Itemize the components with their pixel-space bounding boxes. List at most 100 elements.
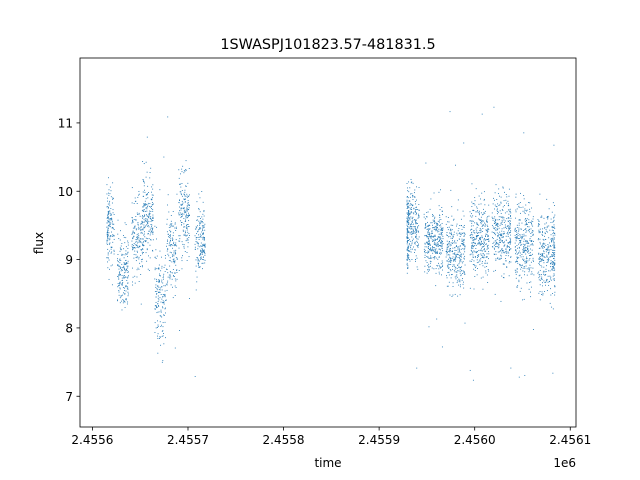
data-point [186,225,187,226]
data-point [413,246,414,248]
data-point [484,250,486,252]
data-point [154,305,156,307]
data-point [411,233,413,235]
data-point [553,224,555,226]
data-point [463,257,465,259]
data-point [154,267,156,269]
data-point [202,262,204,264]
data-point [507,236,509,237]
data-point [499,195,500,197]
data-point [478,234,479,236]
data-point [503,263,505,265]
data-point [146,193,148,195]
data-point [148,231,150,232]
data-point [433,227,435,228]
data-point [406,233,408,235]
data-point [503,263,505,265]
data-point [457,254,459,255]
data-point [450,230,452,232]
data-point [442,228,444,230]
data-point [504,244,506,246]
data-point [505,226,507,228]
data-point [554,252,556,254]
data-point [520,207,522,208]
data-point [119,297,121,299]
data-point [406,248,408,250]
data-point [118,285,120,287]
data-point [522,299,524,301]
data-point [501,275,503,277]
data-point [156,306,158,308]
data-point [448,242,450,244]
data-point [166,239,168,241]
data-point [140,226,142,228]
data-point [141,223,143,225]
data-point [148,216,150,218]
data-point [514,227,516,229]
data-point [533,240,534,242]
data-point [538,229,540,231]
data-point [508,262,510,264]
data-point [168,211,170,213]
data-point [179,183,180,185]
data-point [158,305,160,307]
data-point [158,289,160,290]
data-point [550,237,552,239]
data-point [156,293,158,294]
data-point [426,235,428,237]
data-point [543,245,545,247]
data-point [515,236,517,238]
data-point [552,266,554,268]
data-point [457,295,459,297]
data-point [107,217,109,219]
data-point [499,237,501,238]
data-point [406,196,408,198]
data-point [480,243,482,245]
data-point [136,247,138,248]
data-point [522,206,524,208]
data-point [183,193,185,195]
data-point [520,256,522,258]
data-point [201,216,203,218]
data-point [138,258,140,260]
data-point [517,235,519,237]
data-point [204,243,206,245]
data-point [510,215,512,216]
data-point [438,219,440,221]
data-point [471,220,473,222]
data-point [122,281,124,283]
data-point [199,260,201,262]
data-point [435,226,437,228]
data-point [480,240,482,242]
data-point [531,224,533,226]
data-point [498,239,500,241]
data-point [416,231,418,233]
data-point [460,255,462,257]
data-point [163,301,165,303]
data-point [145,240,147,241]
data-point [484,225,486,227]
data-point [134,232,136,234]
data-point [427,252,429,254]
data-point [541,254,543,256]
data-point [515,209,517,211]
data-point [146,194,147,195]
data-point [431,232,433,234]
data-point [142,249,144,250]
data-point [449,241,450,242]
data-point [550,262,551,264]
data-point [528,259,530,261]
data-point [427,250,429,252]
data-point [166,223,168,225]
data-point [539,261,540,263]
data-point [524,210,526,211]
data-point [528,249,530,251]
data-point [198,234,199,236]
data-point [545,228,547,230]
data-point [471,183,473,185]
data-point [449,235,451,237]
data-point [411,209,413,210]
data-point [438,240,440,242]
data-point [483,198,485,200]
data-point [509,248,510,250]
